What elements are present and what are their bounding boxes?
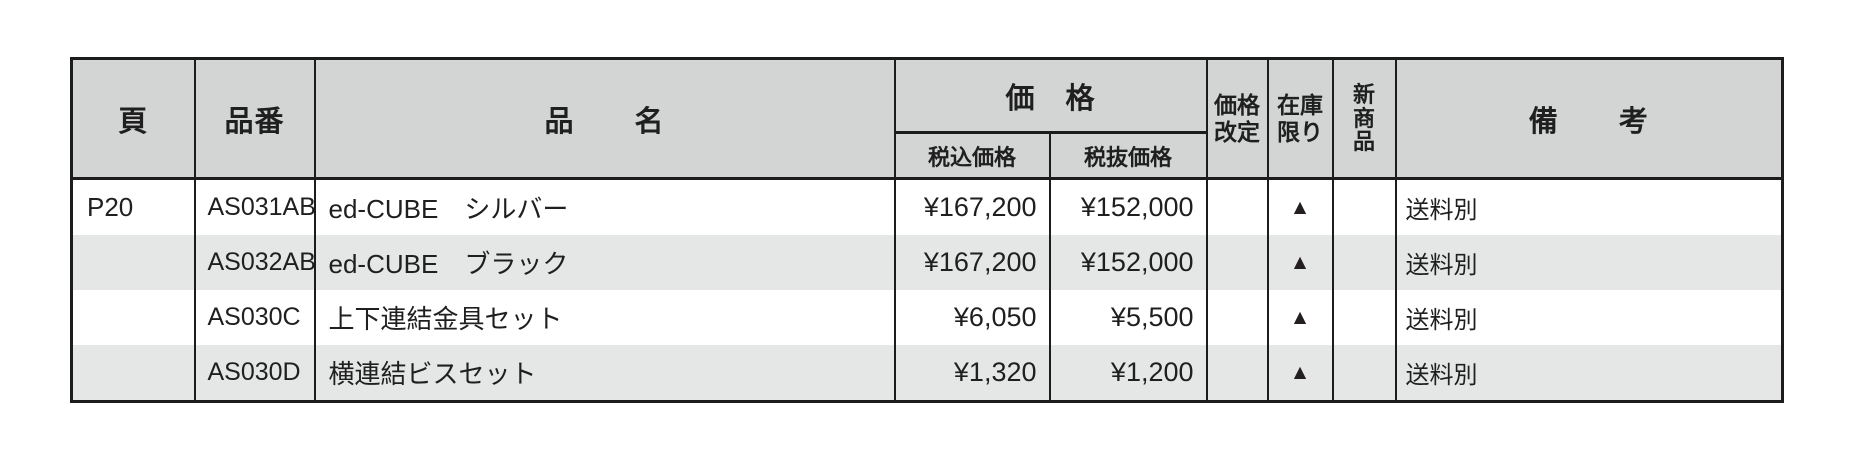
col-header-price-group: 価 格 — [893, 57, 1208, 134]
remarks-cell: 送料別 — [1394, 290, 1784, 345]
col-header-price-revision: 価格 改定 — [1205, 57, 1269, 180]
price-incl-tax-cell: ¥6,050 — [893, 290, 1051, 345]
item-code-cell: AS030C — [193, 290, 316, 345]
item-name-cell: ed-CUBE シルバー — [313, 178, 896, 235]
item-code-cell: AS030D — [193, 345, 316, 402]
limited-stock-cell: ▲ — [1266, 290, 1334, 345]
new-product-cell — [1331, 290, 1397, 345]
page-cell — [70, 235, 196, 290]
new-product-cell — [1331, 178, 1397, 235]
triangle-up-icon: ▲ — [1289, 250, 1311, 274]
price-revision-cell — [1205, 290, 1269, 345]
limited-stock-cell: ▲ — [1266, 178, 1334, 235]
col-header-remarks: 備 考 — [1394, 57, 1784, 180]
col-header-price-excl-tax: 税抜価格 — [1048, 131, 1208, 180]
table-row: AS030C 上下連結金具セット ¥6,050 ¥5,500 ▲ 送料別 — [70, 290, 1784, 345]
price-excl-tax-cell: ¥5,500 — [1048, 290, 1208, 345]
triangle-up-icon: ▲ — [1289, 360, 1311, 384]
price-revision-cell — [1205, 178, 1269, 235]
col-header-page: 頁 — [70, 57, 196, 180]
remarks-cell: 送料別 — [1394, 178, 1784, 235]
new-product-cell — [1331, 235, 1397, 290]
col-header-stock-limited: 在庫 限り — [1266, 57, 1334, 180]
item-name-cell: ed-CUBE ブラック — [313, 235, 896, 290]
table-row: AS030D 横連結ビスセット ¥1,320 ¥1,200 ▲ 送料別 — [70, 345, 1784, 402]
table-header: 頁 品番 品 名 価 格 価格 改定 在庫 限り 新 商 品 備 考 税込価格 … — [70, 57, 1784, 180]
col-header-new-product: 新 商 品 — [1331, 57, 1397, 180]
table-row: AS032AB ed-CUBE ブラック ¥167,200 ¥152,000 ▲… — [70, 235, 1784, 290]
price-excl-tax-cell: ¥152,000 — [1048, 235, 1208, 290]
triangle-up-icon: ▲ — [1289, 195, 1311, 219]
remarks-cell: 送料別 — [1394, 345, 1784, 402]
item-code-cell: AS031AB — [193, 178, 316, 235]
col-header-item-name: 品 名 — [313, 57, 896, 180]
item-name-cell: 上下連結金具セット — [313, 290, 896, 345]
col-header-price-incl-tax: 税込価格 — [893, 131, 1051, 180]
price-incl-tax-cell: ¥167,200 — [893, 235, 1051, 290]
new-product-cell — [1331, 345, 1397, 402]
item-code-cell: AS032AB — [193, 235, 316, 290]
page-cell — [70, 290, 196, 345]
price-revision-cell — [1205, 235, 1269, 290]
remarks-cell: 送料別 — [1394, 235, 1784, 290]
price-revision-cell — [1205, 345, 1269, 402]
table-body: P20 AS031AB ed-CUBE シルバー ¥167,200 ¥152,0… — [70, 178, 1784, 402]
page-cell — [70, 345, 196, 402]
page-cell: P20 — [70, 178, 196, 235]
limited-stock-cell: ▲ — [1266, 235, 1334, 290]
col-header-item-code: 品番 — [193, 57, 316, 180]
price-incl-tax-cell: ¥167,200 — [893, 178, 1051, 235]
price-table: 頁 品番 品 名 価 格 価格 改定 在庫 限り 新 商 品 備 考 税込価格 … — [70, 57, 1785, 403]
limited-stock-cell: ▲ — [1266, 345, 1334, 402]
item-name-cell: 横連結ビスセット — [313, 345, 896, 402]
price-excl-tax-cell: ¥152,000 — [1048, 178, 1208, 235]
triangle-up-icon: ▲ — [1289, 305, 1311, 329]
table-row: P20 AS031AB ed-CUBE シルバー ¥167,200 ¥152,0… — [70, 178, 1784, 235]
price-incl-tax-cell: ¥1,320 — [893, 345, 1051, 402]
price-excl-tax-cell: ¥1,200 — [1048, 345, 1208, 402]
